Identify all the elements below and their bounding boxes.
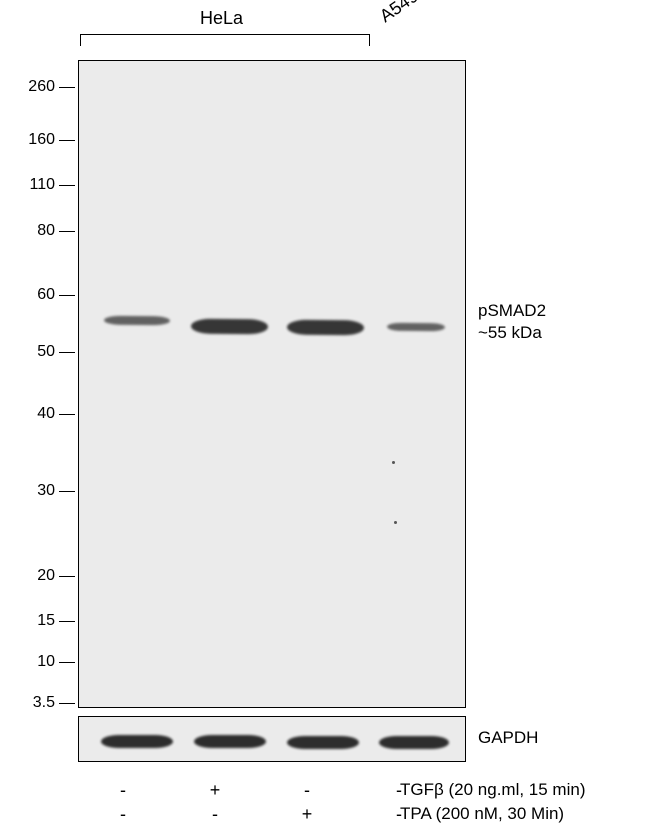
ladder-value: 40: [37, 405, 55, 423]
ladder-tick-mark: [59, 491, 75, 492]
ladder-tick: 80: [0, 222, 75, 240]
ladder-tick: 20: [0, 567, 75, 585]
psmad2-name: pSMAD2: [478, 300, 546, 322]
ladder-tick-mark: [59, 295, 75, 296]
gapdh-band: [287, 736, 359, 749]
hela-label: HeLa: [200, 8, 243, 29]
treatment-mark: +: [292, 804, 322, 825]
figure-container: HeLa A549 260 160 110 80 60 50 40 30 20 15 10 3.5 p…: [0, 0, 650, 839]
ladder-tick-mark: [59, 576, 75, 577]
psmad2-band: [104, 316, 170, 326]
treatment-mark: -: [108, 780, 138, 801]
blot-speck: [394, 521, 397, 524]
ladder-value: 260: [28, 78, 55, 96]
ladder-tick: 10: [0, 653, 75, 671]
treatment-mark: -: [200, 804, 230, 825]
gapdh-blot: [78, 716, 466, 762]
ladder-tick-mark: [59, 662, 75, 663]
ladder-tick: 60: [0, 286, 75, 304]
psmad2-band: [287, 320, 364, 336]
psmad2-blot: [78, 60, 466, 708]
ladder-value: 50: [37, 343, 55, 361]
ladder-tick-mark: [59, 352, 75, 353]
ladder-tick: 260: [0, 78, 75, 96]
treatment-mark: +: [200, 780, 230, 801]
treatment-label: TPA (200 nM, 30 Min): [400, 804, 564, 824]
treatment-mark: -: [108, 804, 138, 825]
ladder-value: 110: [29, 176, 55, 194]
gapdh-band: [101, 735, 173, 748]
hela-bracket: [80, 34, 370, 46]
ladder-tick: 3.5: [0, 694, 75, 712]
ladder-tick: 15: [0, 612, 75, 630]
psmad2-band: [191, 319, 268, 335]
ladder-tick-mark: [59, 703, 75, 704]
ladder-tick: 160: [0, 131, 75, 149]
ladder-tick-mark: [59, 414, 75, 415]
ladder-value: 80: [37, 222, 55, 240]
ladder-tick-mark: [59, 621, 75, 622]
ladder-value: 160: [28, 131, 55, 149]
ladder-tick-mark: [59, 87, 75, 88]
a549-label: A549: [376, 0, 422, 27]
blot-speck: [392, 461, 395, 464]
ladder-value: 15: [37, 612, 55, 630]
treatment-row: --+-TPA (200 nM, 30 Min): [0, 804, 650, 826]
ladder-value: 60: [37, 286, 55, 304]
ladder-value: 30: [37, 482, 55, 500]
psmad2-mw: ~55 kDa: [478, 322, 546, 344]
treatment-label: TGFβ (20 ng.ml, 15 min): [400, 780, 586, 800]
treatment-mark: -: [292, 780, 322, 801]
ladder-value: 3.5: [33, 694, 55, 712]
gapdh-band: [194, 735, 266, 748]
ladder-tick-mark: [59, 231, 75, 232]
ladder-tick: 110: [0, 176, 75, 194]
ladder-tick: 50: [0, 343, 75, 361]
ladder-tick: 30: [0, 482, 75, 500]
ladder-value: 10: [37, 653, 55, 671]
gapdh-band: [379, 736, 449, 749]
ladder-tick: 40: [0, 405, 75, 423]
ladder-tick-mark: [59, 140, 75, 141]
treatment-row: -+--TGFβ (20 ng.ml, 15 min): [0, 780, 650, 802]
ladder-value: 20: [37, 567, 55, 585]
gapdh-label: GAPDH: [478, 728, 538, 748]
psmad2-label: pSMAD2 ~55 kDa: [478, 300, 546, 344]
ladder-tick-mark: [59, 185, 75, 186]
psmad2-band: [387, 323, 445, 332]
